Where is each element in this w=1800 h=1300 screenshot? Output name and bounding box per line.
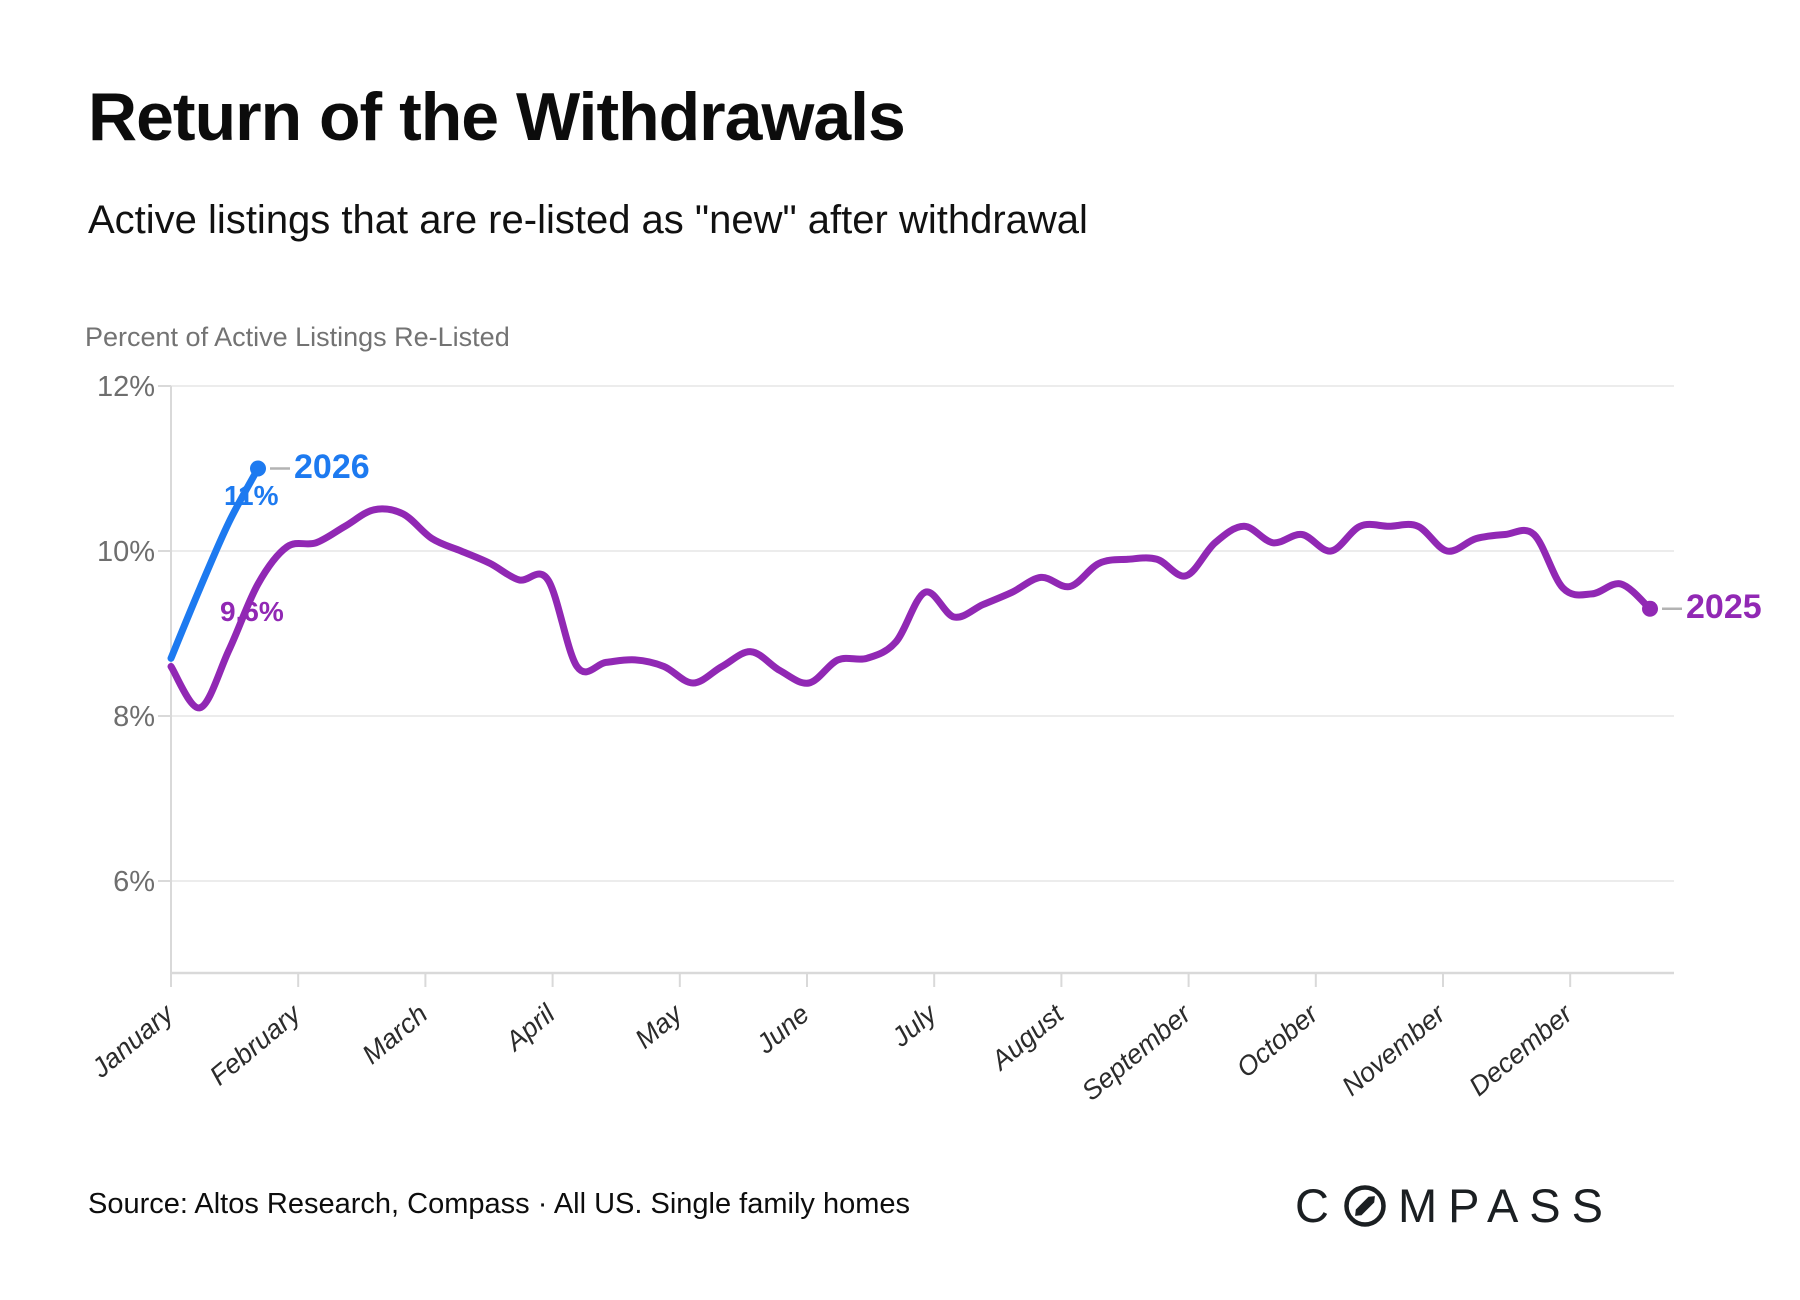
month-label: February — [204, 998, 307, 1091]
series-label-2025: 2025 — [1686, 587, 1762, 626]
month-label: November — [1336, 998, 1451, 1102]
logo-text-c: C — [1294, 1179, 1340, 1232]
month-label: August — [984, 998, 1070, 1077]
series-2026-line — [167, 465, 262, 662]
value-label-9-6pct: 9.6% — [220, 596, 284, 627]
y-tick-label: 6% — [113, 866, 155, 898]
y-axis-title: Percent of Active Listings Re-Listed — [85, 322, 510, 352]
month-label: July — [885, 998, 943, 1053]
series-2026-endpoint-dot — [250, 460, 266, 477]
month-label: December — [1463, 998, 1578, 1102]
month-label: April — [498, 998, 561, 1058]
month-label: June — [750, 999, 815, 1060]
month-label: January — [85, 998, 180, 1084]
month-label: May — [629, 998, 689, 1055]
page-title: Return of the Withdrawals — [88, 79, 906, 155]
month-label: October — [1231, 998, 1325, 1083]
series-label-2026: 2026 — [294, 447, 370, 486]
compass-o-icon — [1344, 1184, 1386, 1227]
y-tick-label: 12% — [97, 371, 155, 403]
source-note: Source: Altos Research, Compass · All US… — [88, 1188, 910, 1220]
y-tick-label: 10% — [97, 536, 155, 568]
compass-logo: C MPASS — [1295, 1178, 1614, 1233]
month-label: March — [357, 999, 434, 1070]
y-tick-label: 8% — [113, 701, 155, 733]
value-label-11pct: 11% — [224, 479, 279, 511]
series-2025-endpoint-dot — [1642, 600, 1658, 617]
series-2025-line — [167, 505, 1654, 712]
logo-text-mpass: MPASS — [1397, 1179, 1614, 1232]
month-label: September — [1076, 998, 1197, 1107]
page-subtitle: Active listings that are re-listed as "n… — [88, 198, 1088, 242]
